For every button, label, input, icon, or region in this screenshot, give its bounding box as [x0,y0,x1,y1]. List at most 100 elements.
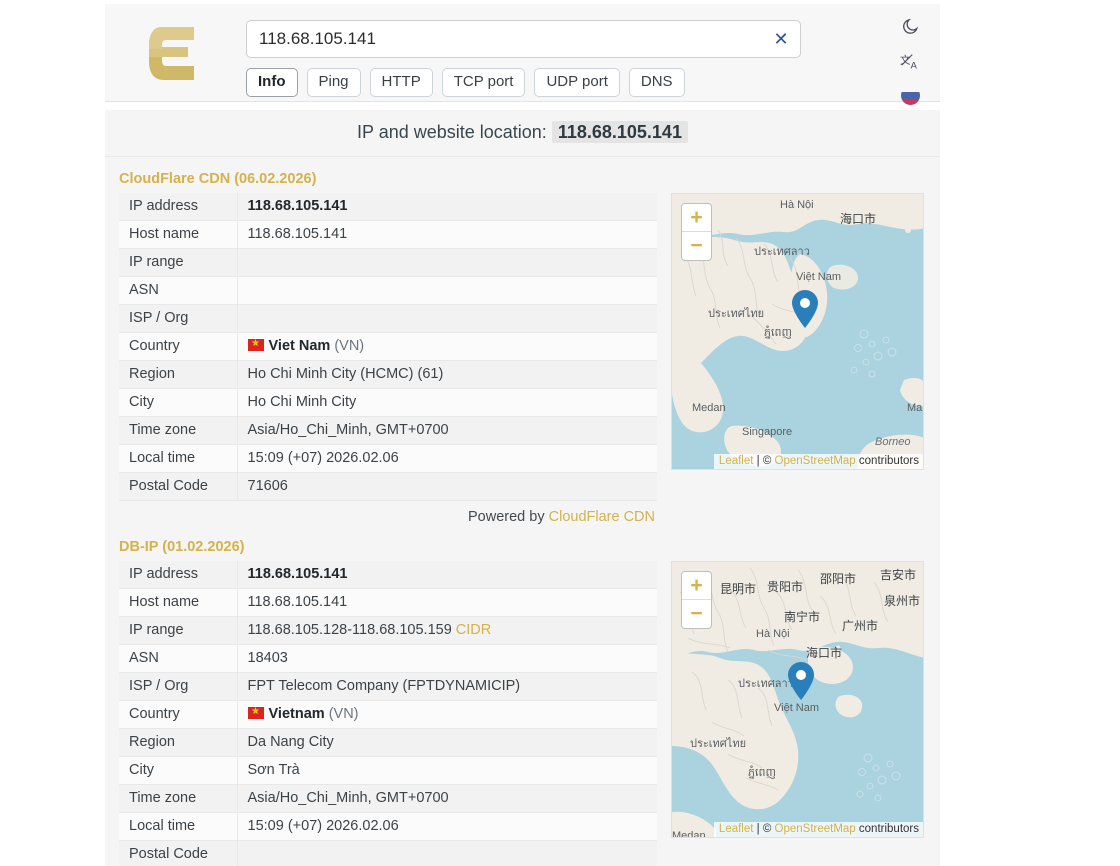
site-logo-icon[interactable] [148,23,202,83]
cidr-link[interactable]: CIDR [455,622,492,638]
map-zoom-out-button[interactable]: − [690,234,703,257]
row-label: Country [119,332,238,361]
row-label: ISP / Org [119,672,238,701]
russia-flag-icon[interactable] [900,86,920,105]
map-place-label: Medan [692,402,726,414]
tab-ping[interactable]: Ping [306,68,361,97]
row-value-text: FPT Telecom Company (FPTDYNAMICIP) [247,678,521,694]
row-label: Postal Code [119,472,238,501]
row-label: Time zone [119,416,238,445]
powered-by-link[interactable]: CloudFlare CDN [548,509,655,525]
table-row: IP range [119,248,657,277]
vietnam-flag-icon [247,337,264,351]
translate-icon[interactable]: 文 A [898,50,922,74]
tab-dns[interactable]: DNS [628,68,685,97]
sections-list: CloudFlare CDN (06.02.2026) IP address 118… [105,157,940,866]
row-value-text: Ho Chi Minh City [247,394,357,410]
row-label: Time zone [119,784,238,813]
tab-tcp-port[interactable]: TCP port [441,68,526,97]
row-value-text: 118.68.105.141 [247,566,348,582]
map-zoom-out-button[interactable]: − [690,602,703,625]
logo-container[interactable] [105,4,245,102]
table-row: Postal Code 71606 [119,472,657,501]
page-title: IP and website location: 118.68.105.141 [105,110,940,157]
map-place-label: 昆明市 [720,582,757,596]
map-zoom-controls[interactable]: + − [681,203,712,261]
tab-http[interactable]: HTTP [369,68,433,97]
map-place-label: ភ្នំពេញ [764,327,792,339]
table-row: IP range 118.68.105.128-118.68.105.159 CI… [119,616,657,645]
map-marker-icon[interactable] [792,290,818,328]
map-zoom-controls[interactable]: + − [681,571,712,629]
row-value-suffix: (VN) [334,338,365,354]
map-place-label: 泉州市 [884,594,921,608]
table-row: ISP / Org [119,304,657,333]
mode-tabs: Info Ping HTTP TCP port UDP port DNS [246,68,880,97]
table-row: CountryVietnam (VN) [119,700,657,729]
page-title-ip: 118.68.105.141 [551,121,688,143]
openstreetmap-link[interactable]: OpenStreetMap [774,455,856,467]
row-label: ASN [119,644,238,673]
table-row: Time zone Asia/Ho_Chi_Minh, GMT+0700 [119,784,657,813]
ip-details-table: IP address 118.68.105.141 Host name 118.68.… [119,561,657,866]
powered-by-prefix: Powered by [468,509,545,525]
map-place-label: Singapore [742,426,793,438]
row-value-text: Asia/Ho_Chi_Minh, GMT+0700 [247,422,449,438]
location-map[interactable]: Hà Nội 海口市 ประเทศลาว Việt Nam ประเทศไทย ភ្នំព… [671,193,924,470]
table-row: ASN [119,276,657,305]
row-label: Host name [119,588,238,617]
table-row: IP address 118.68.105.141 [119,561,657,589]
map-place-label: Mal [907,402,924,414]
map-place-label: 邵阳市 [820,572,857,586]
map-zoom-in-button[interactable]: + [682,572,711,600]
row-label: IP address [119,193,238,221]
tab-udp-port[interactable]: UDP port [534,68,620,97]
attribution-separator: | © [756,823,772,835]
map-place-label: 吉安市 [880,568,917,582]
map-place-label: ประเทศลาว [738,678,794,690]
row-value: FPT Telecom Company (FPTDYNAMICIP) [237,672,657,701]
map-place-label: ភ្នំពេញ [748,767,776,779]
table-row: City Sơn Trà [119,756,657,785]
row-value-text: 18403 [247,650,288,666]
row-value-text: Ho Chi Minh City (HCMC) (61) [247,366,444,382]
map-zoom-in-button[interactable]: + [682,204,711,232]
table-row: Postal Code [119,840,657,866]
leaflet-link[interactable]: Leaflet [718,455,754,467]
powered-by: Powered by CloudFlare CDN [119,501,657,525]
map-place-label: ประเทศลาว [754,246,810,258]
row-label: Country [119,700,238,729]
map-marker-glyph [788,662,814,700]
row-value: 71606 [237,472,657,501]
map-place-label: 贵阳市 [767,580,804,594]
map-place-label: Việt Nam [796,271,842,283]
table-row: ISP / Org FPT Telecom Company (FPTDYNAMIC… [119,672,657,701]
leaflet-link[interactable]: Leaflet [718,823,754,835]
search-box[interactable]: ✕ [246,20,801,58]
row-label: City [119,388,238,417]
row-value [237,304,657,333]
tab-info[interactable]: Info [246,68,298,97]
vietnam-flag-icon [247,705,264,719]
row-value [237,840,657,866]
openstreetmap-link[interactable]: OpenStreetMap [774,823,856,835]
row-value-text: Viet Nam [268,338,331,354]
clear-search-icon[interactable]: ✕ [773,29,789,49]
map-place-label: 广州市 [842,619,879,633]
search-column: ✕ Info Ping HTTP TCP port UDP port DNS [245,4,880,97]
svg-text:A: A [910,60,917,71]
table-row: Time zone Asia/Ho_Chi_Minh, GMT+0700 [119,416,657,445]
table-row: Region Da Nang City [119,728,657,757]
provider-section: CloudFlare CDN (06.02.2026) IP address 118… [105,157,940,525]
map-place-label: 海口市 [806,646,843,660]
map-marker-icon[interactable] [788,662,814,700]
table-row: IP address 118.68.105.141 [119,193,657,221]
app-header: ✕ Info Ping HTTP TCP port UDP port DNS 文 [105,4,940,105]
search-input[interactable] [247,21,800,57]
moon-icon[interactable] [898,14,922,38]
row-value: 18403 [237,644,657,673]
row-label: City [119,756,238,785]
row-value: Ho Chi Minh City (HCMC) (61) [237,360,657,389]
location-map[interactable]: 昆明市 贵阳市 邵阳市 吉安市 泉州市 南宁市 广州市 Hà Nội 海口市 ประเทศลาว V… [671,561,924,838]
